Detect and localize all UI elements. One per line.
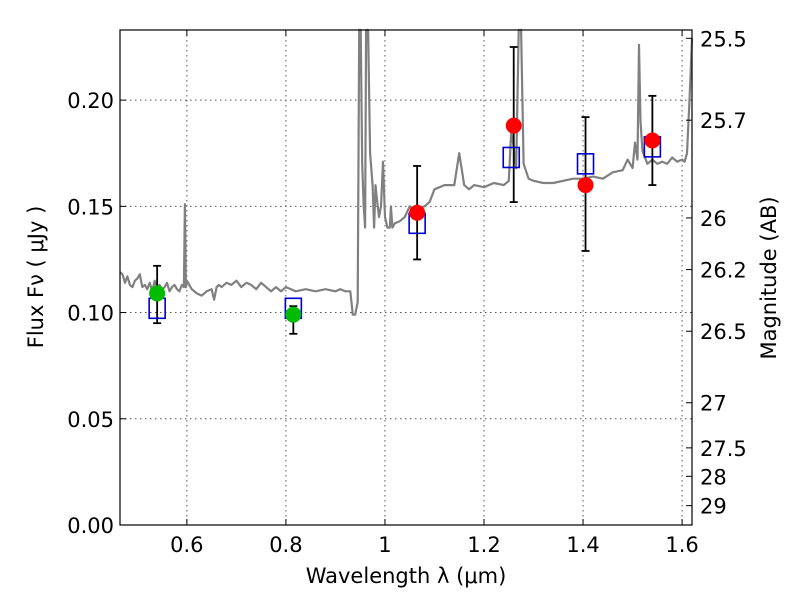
mag-tick-label: 26.5	[700, 320, 747, 344]
y-tick-label: 0.20	[67, 89, 114, 113]
photometry-point-layer	[149, 117, 661, 323]
y-tick-label: 0.05	[67, 408, 114, 432]
red-photometry-point	[409, 204, 426, 221]
x-tick-label: 1.4	[566, 533, 599, 557]
mag-tick-label: 27	[700, 392, 727, 416]
spectrum-layer	[119, 28, 694, 316]
model-box	[502, 146, 521, 169]
y-axis-label: Flux Fν ( μJy )	[24, 206, 48, 349]
x-tick-label: 1	[378, 533, 391, 557]
tick-label-layer: 0.6 0.8 1 1.2 1.4 1.6 0.00 0.05 0.10 0.15 0.20 25.5…	[67, 27, 747, 557]
red-photometry-point	[577, 177, 594, 194]
x-tick-label: 1.2	[467, 533, 500, 557]
mag-tick-label: 29	[700, 495, 727, 519]
green-photometry-point	[149, 285, 166, 302]
magnitude-axis-label: Magnitude (AB)	[757, 196, 781, 359]
mag-tick-label: 25.7	[700, 109, 747, 133]
red-photometry-point	[505, 117, 522, 134]
y-tick-label: 0.00	[67, 514, 114, 538]
plot-frame	[119, 29, 693, 526]
red-photometry-point	[644, 132, 661, 149]
mag-tick-label: 27.5	[700, 437, 747, 461]
mag-tick-label: 26	[700, 207, 727, 231]
spectrum-line	[119, 28, 694, 316]
y-tick-label: 0.15	[67, 195, 114, 219]
x-tick-label: 0.8	[269, 533, 302, 557]
green-photometry-point	[285, 306, 302, 323]
grid-layer	[120, 30, 692, 525]
mag-tick-label: 26.2	[700, 259, 747, 283]
ticks-layer	[120, 30, 692, 526]
model-box	[576, 153, 595, 175]
x-tick-label: 1.6	[665, 533, 698, 557]
x-tick-label: 0.6	[170, 533, 203, 557]
mag-tick-label: 25.5	[700, 27, 747, 51]
y-tick-label: 0.10	[67, 302, 114, 326]
model-box-layer	[148, 136, 662, 320]
mag-tick-label: 28	[700, 465, 727, 489]
x-axis-label: Wavelength λ (μm)	[306, 564, 507, 588]
